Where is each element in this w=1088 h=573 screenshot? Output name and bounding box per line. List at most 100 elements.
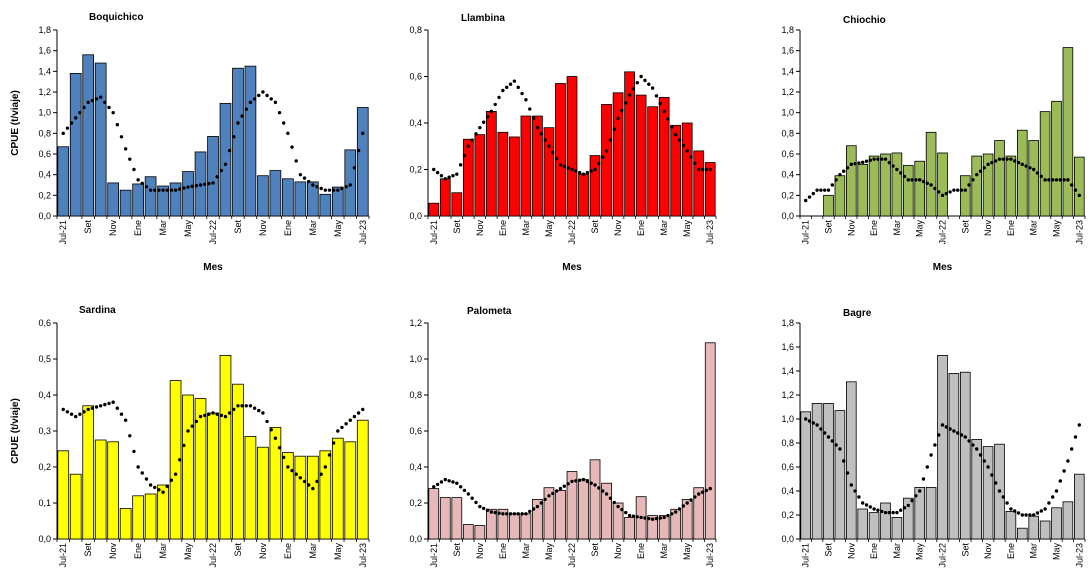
chart-6-trend-dot (956, 431, 960, 435)
chart-1-ytick-label: 0,8 (38, 128, 51, 138)
chart-5-bar (612, 502, 624, 540)
chart-6-trend-dot (880, 509, 884, 514)
chart-3-trend-dot (1028, 166, 1032, 170)
chart-3-ytick-label: 0,4 (781, 170, 794, 180)
chart-2-trend-dot (639, 74, 643, 79)
chart-6-bar (1062, 501, 1074, 540)
chart-5-trend-dot (474, 500, 478, 505)
chart-3-trend-dot (864, 159, 869, 163)
chart-1-bar (107, 182, 120, 217)
chart-5-xtick-label: Jul-22 (567, 543, 577, 568)
chart-6-trend-dot (986, 465, 990, 469)
chart-1-xtick-label: Jul-23 (358, 220, 368, 245)
chart-5-trend-dot (516, 512, 520, 516)
chart-6-bar (1039, 520, 1051, 540)
chart-1-trend-dot (111, 110, 115, 115)
chart-5-bar (497, 508, 509, 540)
chart-3-trend-dot (1070, 183, 1074, 187)
chart-5-trend-dot (604, 492, 609, 496)
chart-5-trend-dot (681, 504, 686, 508)
chart-3-trend-dot (842, 169, 846, 173)
chart-5-trend-dot (597, 486, 601, 490)
chart-5-trend-dot (677, 507, 682, 511)
chart-5-trend-dot (497, 511, 501, 515)
chart-3-bar (960, 175, 971, 217)
chart-1-bar (182, 171, 194, 217)
chart-2-bar (612, 92, 624, 217)
chart-2-trend-dot (543, 138, 547, 142)
chart-6-trend-dot (1058, 479, 1063, 483)
chart-5-trend-dot (577, 478, 582, 482)
chart-1-trend-dot (348, 183, 352, 187)
chart-1-trend-dot (82, 105, 86, 110)
chart-4-trend-dot (282, 455, 286, 460)
chart-4-trend-dot (69, 412, 74, 416)
chart-4-xtick-label: Ene (133, 543, 143, 559)
chart-5-trend-dot (539, 501, 543, 505)
chart-4-trend-dot (207, 412, 211, 416)
chart-5-trend-dot (558, 486, 563, 491)
chart-4-trend-dot (161, 490, 165, 494)
chart-2-trend-dot (627, 93, 632, 97)
chart-2-xtick-label: Nov (475, 220, 485, 237)
chart-5-trend-dot (704, 488, 709, 493)
chart-5-trend-dot (481, 506, 486, 511)
chart-4-trend-dot (294, 472, 298, 476)
chart-6-xtick-label: May (915, 543, 925, 561)
chart-4-trend-dot (128, 434, 132, 438)
chart-2-trend-dot (562, 164, 567, 169)
chart-6-trend-dot (807, 419, 812, 423)
chart-3-trend-dot (1001, 157, 1005, 161)
chart-4-xtick-label: Set (233, 543, 243, 557)
chart-4-trend-dot (132, 449, 136, 454)
chart-5-trend-dot (570, 479, 574, 484)
chart-4-bar (269, 426, 282, 540)
chart-5-bar (428, 488, 440, 540)
chart-5-trend-dot (466, 492, 471, 496)
chart-5-trend-dot (520, 512, 524, 516)
chart-6-ytick-label: 1,6 (781, 342, 794, 352)
chart-2-bar (451, 192, 463, 217)
chart-3-trend-dot (807, 195, 812, 199)
chart-2-trend-dot (501, 88, 505, 93)
chart-5-trend-dot (547, 494, 551, 498)
chart-2-trend-dot (470, 138, 474, 142)
chart-3-ytick-label: 1,0 (781, 108, 794, 118)
chart-6-trend-dot (975, 447, 979, 451)
chart-4-trend-dot (290, 468, 294, 473)
chart-2-trend-dot (566, 166, 570, 170)
chart-2-trend-dot (539, 132, 543, 136)
chart-3-trend-dot (1043, 178, 1047, 182)
chart-1-bar (94, 62, 107, 217)
chart-1-trend-dot (211, 181, 215, 185)
chart-4-ytick-label: 0,1 (38, 498, 51, 508)
chart-2-trend-dot (673, 132, 678, 137)
chart-3-trend-dot (838, 172, 842, 177)
chart-3-trend-dot (887, 160, 891, 165)
chart-1-title: Boquichico (89, 12, 143, 23)
chart-1-trend-dot (269, 97, 273, 101)
chart-5-trend-dot (662, 515, 666, 520)
chart-3-trend-dot (910, 178, 914, 182)
chart-3-bar (868, 155, 880, 217)
chart-4-ytick-label: 0,6 (38, 318, 51, 328)
chart-1-trend-dot (306, 179, 311, 184)
chart-2-xtick-label: Set (452, 220, 462, 234)
chart-6-trend-dot (990, 473, 994, 477)
chart-5-trend-dot (566, 482, 570, 486)
chart-4-trend-dot (298, 476, 303, 480)
chart-5-xtick-label: Jul-23 (705, 543, 715, 568)
chart-1-trend-dot (207, 181, 211, 186)
chart-3-trend-dot (937, 190, 941, 194)
chart-4-trend-dot (306, 483, 311, 487)
chart-2-trend-dot (516, 85, 520, 90)
chart-2-xtick-label: Jul-21 (429, 220, 439, 245)
chart-5-trend-dot (462, 488, 467, 493)
chart-2-trend-dot (493, 102, 497, 107)
chart-2-trend-dot (485, 115, 490, 119)
chart-4-trend-dot (261, 411, 265, 415)
chart-6-trend-dot (1051, 495, 1055, 499)
chart-5-bar (578, 479, 589, 540)
chart-3-trend-dot (967, 183, 971, 187)
